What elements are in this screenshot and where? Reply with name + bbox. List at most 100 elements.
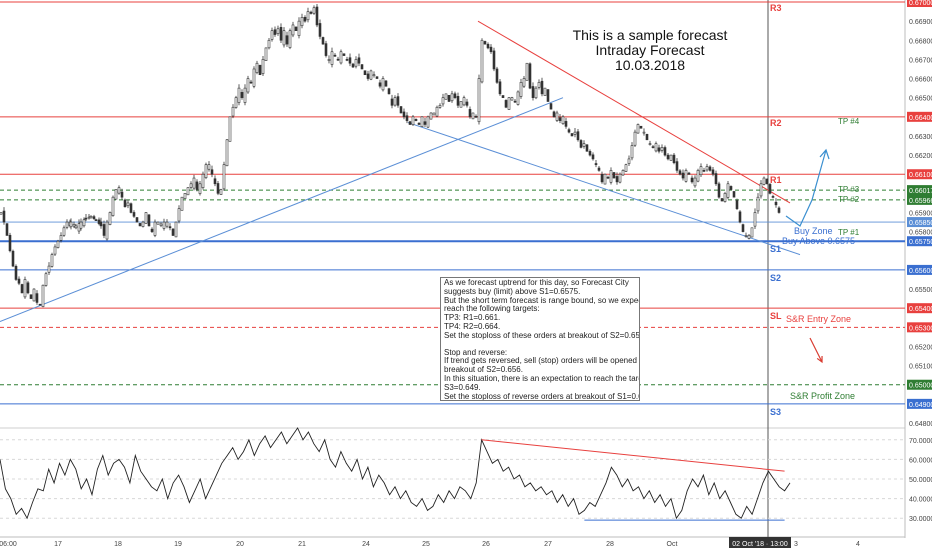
candlestick <box>393 95 397 107</box>
candle-body <box>564 121 568 127</box>
candlestick <box>219 188 223 196</box>
candlestick <box>432 112 436 116</box>
candle-body <box>237 87 241 103</box>
buy-forecast-arrow <box>785 149 827 227</box>
candle-body <box>207 164 211 170</box>
candlestick <box>186 187 190 196</box>
oscillator-resistance-line <box>481 439 785 472</box>
candle-body <box>270 30 274 40</box>
candlestick <box>180 196 184 211</box>
candle-body <box>336 58 340 61</box>
candle-body <box>153 221 157 236</box>
candlestick <box>192 174 196 191</box>
candle-body <box>489 46 493 53</box>
candle-body <box>126 202 130 207</box>
candlestick <box>720 198 724 202</box>
candlestick <box>702 167 706 173</box>
candle-body <box>450 93 454 102</box>
candle-body <box>294 26 298 32</box>
candle-body <box>258 64 262 76</box>
candle-body <box>762 177 766 185</box>
candlestick <box>59 232 63 243</box>
candlestick <box>483 40 487 45</box>
level-price-tag-label: 0.66100 <box>909 172 932 179</box>
forecast-note-box: As we forecast uptrend for this day, so … <box>440 277 640 401</box>
buy-zone-label: Buy Zone <box>794 226 833 236</box>
level-price-tag <box>907 111 932 122</box>
candlestick <box>300 13 304 29</box>
candlestick <box>5 223 9 236</box>
candle-body <box>750 227 754 238</box>
candle-body <box>192 177 196 189</box>
candlestick <box>132 210 136 218</box>
candle-body <box>120 191 124 198</box>
candlestick <box>360 64 364 70</box>
candlestick <box>603 173 607 185</box>
level-price-tag-label: 0.65966 <box>909 198 932 205</box>
candlestick <box>285 31 289 47</box>
candlestick <box>309 10 313 15</box>
candlestick <box>156 221 160 225</box>
candlestick <box>732 191 736 198</box>
candle-body <box>522 78 526 87</box>
candle-body <box>111 196 115 216</box>
candle-body <box>135 217 139 223</box>
candle-body <box>705 166 709 171</box>
candle-body <box>366 73 370 79</box>
candle-body <box>621 170 625 176</box>
candle-body <box>213 178 217 185</box>
time-tick-label: 26 <box>482 541 490 548</box>
candle-body <box>159 223 163 226</box>
candlestick <box>144 212 148 224</box>
candle-body <box>672 154 676 164</box>
candle-body <box>567 129 571 133</box>
level-price-tag <box>907 185 932 196</box>
candle-body <box>486 43 490 49</box>
candlestick <box>768 183 772 195</box>
candle-body <box>492 50 496 70</box>
candle-body <box>483 41 487 45</box>
candlestick <box>147 214 151 227</box>
candle-body <box>318 23 322 37</box>
candlestick <box>600 171 604 184</box>
level-name-label: R3 <box>770 3 782 13</box>
candle-body <box>282 30 286 46</box>
candle-body <box>387 88 391 95</box>
candle-body <box>435 106 439 117</box>
candle-body <box>576 131 580 141</box>
candlestick <box>26 280 30 295</box>
candle-body <box>753 212 757 227</box>
candlestick <box>201 171 205 190</box>
candle-body <box>32 288 36 302</box>
candle-body <box>552 111 556 118</box>
price-tick-label: 0.66200 <box>909 153 932 160</box>
candle-body <box>711 169 715 175</box>
candle-body <box>189 183 193 188</box>
candlestick <box>396 93 400 108</box>
candlestick <box>123 198 127 208</box>
candlestick <box>94 218 98 221</box>
title-line-2: Intraday Forecast <box>595 42 705 58</box>
candle-body <box>168 226 172 229</box>
candle-body <box>174 221 178 238</box>
candle-body <box>495 68 499 83</box>
candlestick <box>165 219 169 229</box>
level-price-tag <box>907 236 932 247</box>
candlestick <box>573 128 577 138</box>
level-name-label: S1 <box>770 244 781 254</box>
candle-body <box>468 109 472 118</box>
note-line: breakout of S2=0.656. <box>444 365 523 375</box>
candle-body <box>246 78 250 93</box>
candlestick <box>591 152 595 161</box>
candlestick <box>645 133 649 141</box>
level-price-tag-label: 0.65400 <box>909 306 932 313</box>
candlestick <box>693 175 697 188</box>
candle-body <box>44 273 48 286</box>
price-tick-label: 0.66700 <box>909 57 932 64</box>
candle-body <box>579 140 583 148</box>
candle-body <box>546 89 550 102</box>
candlestick <box>678 169 682 176</box>
candle-body <box>648 143 652 145</box>
price-tick-label: 0.66900 <box>909 19 932 26</box>
candle-body <box>663 147 667 156</box>
